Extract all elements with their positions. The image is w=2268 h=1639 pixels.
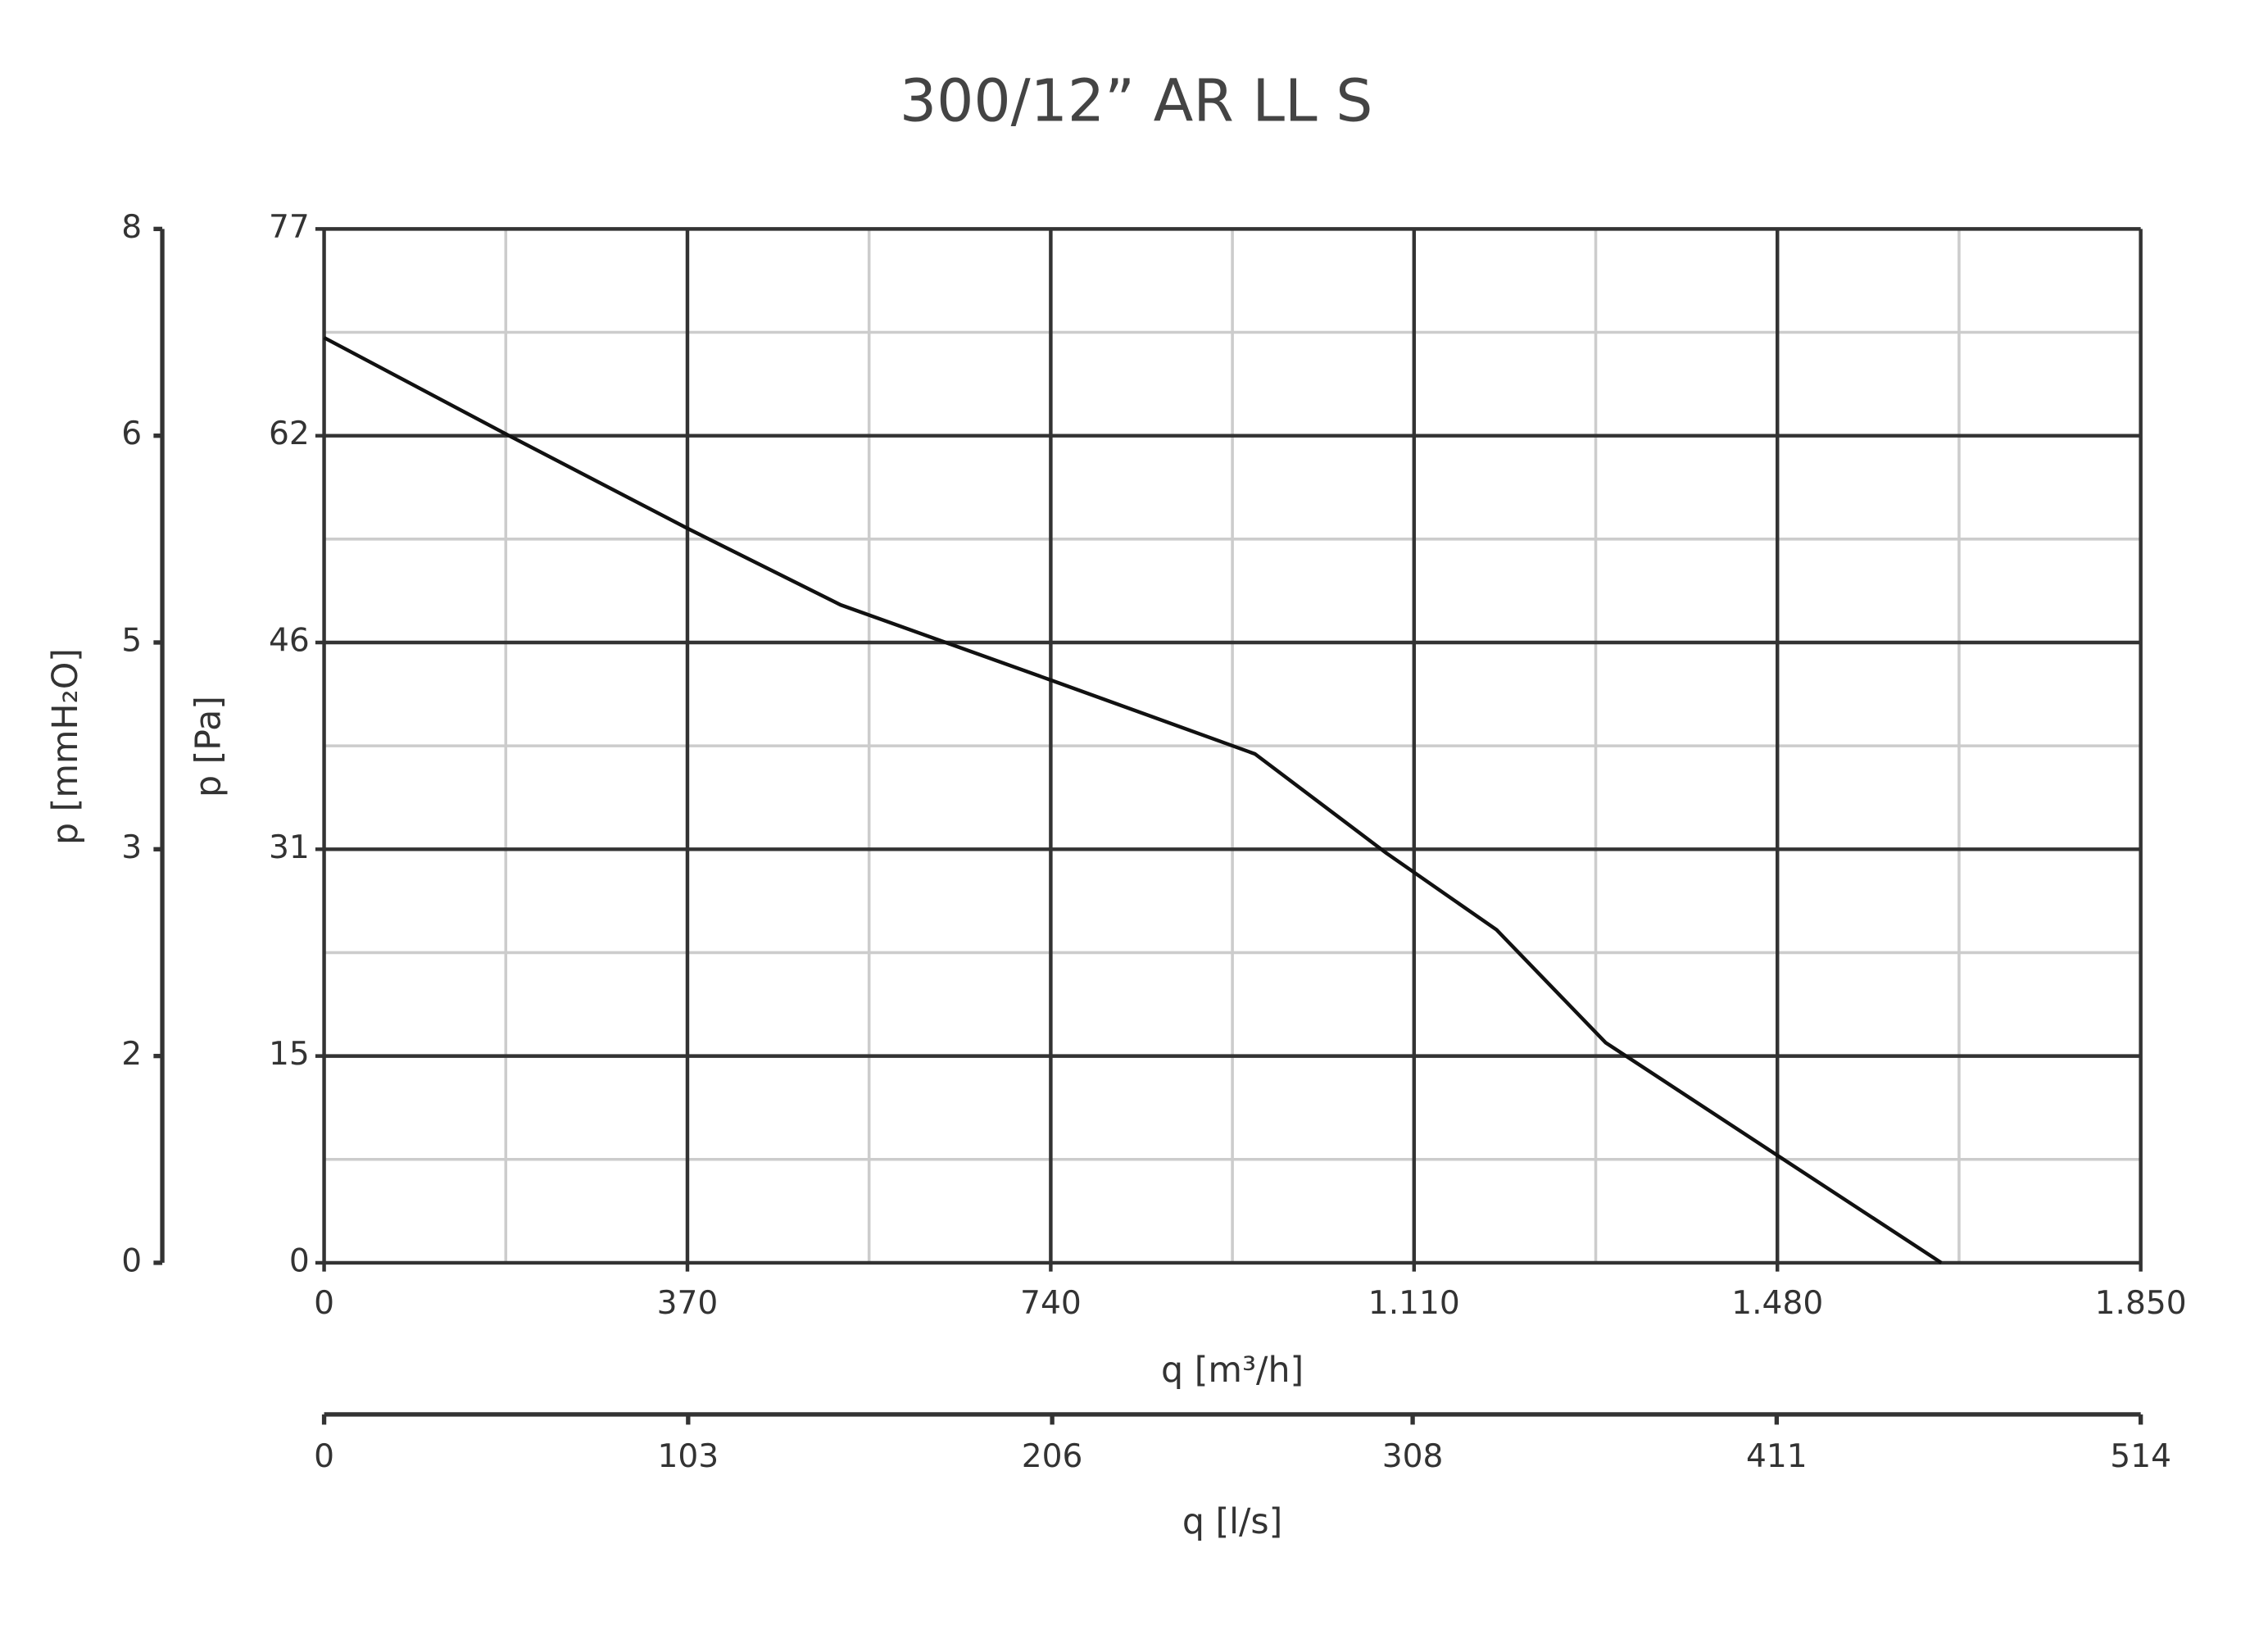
y2-tick-label: 2 [121,1036,142,1073]
y-tick-label: 77 [269,209,310,246]
x-tick-label: 1.850 [2095,1285,2187,1322]
y-tick-label: 0 [289,1242,310,1279]
x-tick-label: 370 [657,1285,719,1322]
x2-tick-label: 411 [1746,1438,1808,1475]
x-tick-label: 740 [1020,1285,1082,1322]
y2-tick-label: 5 [121,622,142,659]
y-tick-label: 15 [269,1036,310,1073]
x2-tick-label: 308 [1382,1438,1444,1475]
y2-tick-label: 0 [121,1242,142,1279]
series-line [323,336,1943,1264]
y2-tick-label: 8 [121,209,142,246]
chart-title: 300/12” AR LL S [900,67,1373,135]
y2-tick-label: 3 [121,829,142,866]
x2-tick-label: 103 [658,1438,719,1475]
y-axis-title: p [Pa] [188,696,229,797]
x2-tick-label: 514 [2110,1438,2171,1475]
y-tick-label: 62 [269,415,310,452]
y2-axis-title: p [mmH₂O] [45,648,86,845]
x2-tick-label: 206 [1022,1438,1083,1475]
x-tick-label: 1.480 [1731,1285,1823,1322]
y2-tick-label: 6 [121,415,142,452]
x-axis-title: q [m³/h] [1161,1350,1304,1391]
y-tick-label: 31 [269,829,310,866]
x-tick-label: 0 [314,1285,334,1322]
x2-axis-title: q [l/s] [1182,1501,1282,1542]
x-tick-label: 1.110 [1368,1285,1460,1322]
x2-tick-label: 0 [314,1438,334,1475]
y-tick-label: 46 [269,622,310,659]
